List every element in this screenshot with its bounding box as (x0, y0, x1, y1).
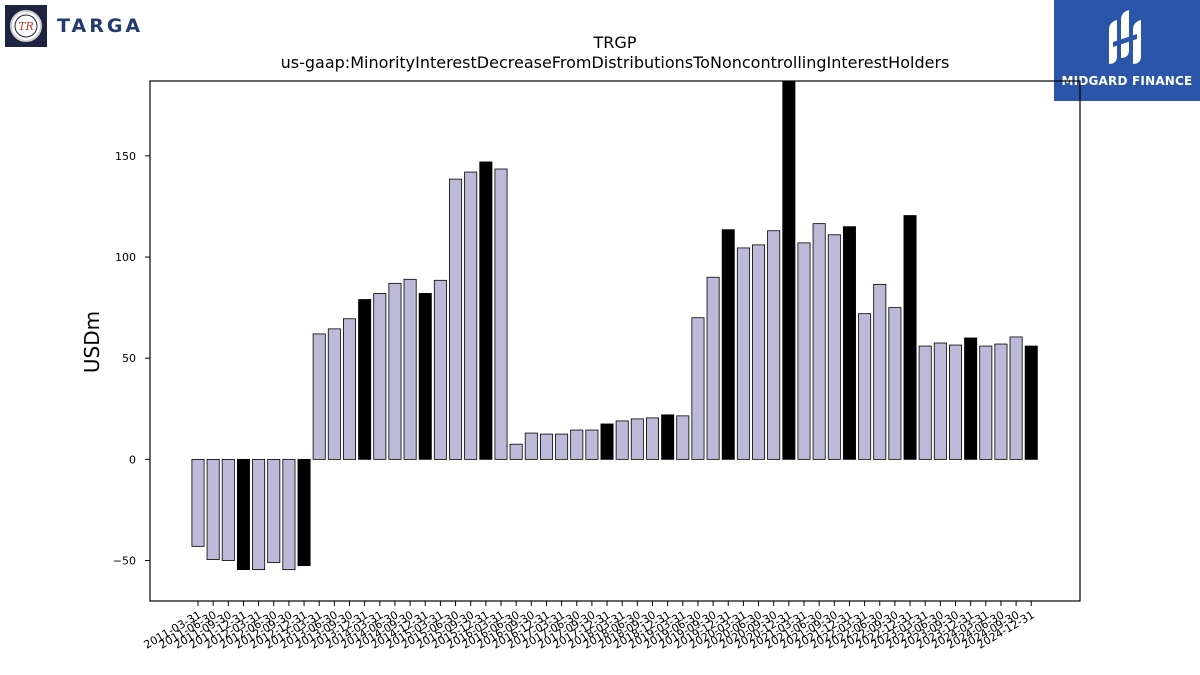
y-tick-label: 0 (129, 453, 136, 466)
bar-2017-12-31 (600, 423, 614, 460)
bar-2017-09-30 (585, 429, 599, 460)
y-axis-label: USDm (80, 311, 104, 373)
midgard-logo-text: MIDGARD FINANCE (1061, 74, 1193, 88)
bar-2020-03-31 (736, 247, 750, 460)
bar-2012-06-30 (267, 458, 281, 563)
bar-2014-06-30 (388, 282, 402, 460)
bar-2015-12-31 (479, 161, 493, 460)
bar-2018-09-30 (646, 417, 660, 460)
bars-group (191, 80, 1038, 571)
bar-2024-06-30 (994, 343, 1008, 460)
bar-2011-03-31 (191, 458, 205, 547)
chart-title: TRGP (593, 33, 637, 52)
midgard-emblem-icon (1103, 8, 1151, 72)
bar-2013-12-31 (358, 299, 372, 460)
bar-2019-03-31 (676, 415, 690, 460)
bar-2015-09-30 (464, 171, 478, 460)
bar-2015-03-31 (433, 279, 447, 460)
bar-2021-09-30 (827, 234, 841, 460)
bar-2012-03-31 (252, 458, 266, 571)
bar-2022-06-30 (873, 283, 887, 460)
bar-2016-12-31 (539, 433, 553, 460)
targa-logo-text: TARGA (57, 15, 144, 37)
bar-2022-09-30 (888, 307, 902, 460)
bar-2012-12-31 (297, 458, 311, 566)
bar-2017-06-30 (570, 429, 584, 460)
bar-2019-12-31 (721, 229, 735, 460)
y-tick-label: 150 (115, 150, 136, 163)
plot-frame (149, 80, 1081, 602)
bar-2023-12-31 (964, 337, 978, 460)
bar-2020-12-31 (782, 80, 796, 460)
y-tick-label: −50 (113, 555, 136, 568)
bar-2023-09-30 (949, 344, 963, 460)
bar-2022-03-31 (858, 313, 872, 460)
bar-2021-06-30 (812, 223, 826, 460)
bar-2024-03-31 (979, 345, 993, 460)
bar-2021-12-31 (842, 226, 856, 460)
bar-2015-06-30 (449, 178, 463, 460)
bar-2016-09-30 (524, 432, 538, 460)
bar-2019-06-30 (691, 317, 705, 460)
bar-2014-09-30 (403, 278, 417, 460)
y-tick-label: 100 (115, 251, 136, 264)
bar-2024-09-30 (1009, 336, 1023, 460)
bar-2014-12-31 (418, 293, 432, 460)
y-axis-ticks: −50 0 50 100 150 (113, 150, 150, 568)
bar-2013-09-30 (342, 318, 356, 460)
bar-2011-12-31 (236, 458, 250, 571)
bar-2017-03-31 (555, 433, 569, 460)
bar-2016-03-31 (494, 168, 508, 460)
y-tick-label: 50 (122, 352, 136, 365)
chart-subtitle: us-gaap:MinorityInterestDecreaseFromDist… (281, 53, 950, 72)
bar-2020-06-30 (752, 244, 766, 460)
bar-2012-09-30 (282, 458, 296, 571)
bar-2020-09-30 (767, 230, 781, 460)
svg-text:TR: TR (18, 20, 34, 33)
bar-2011-06-30 (206, 458, 220, 560)
bar-2011-09-30 (221, 458, 235, 561)
bar-2018-12-31 (661, 414, 675, 460)
bar-2019-09-30 (706, 276, 720, 460)
bar-2013-03-31 (312, 333, 326, 460)
bar-2023-06-30 (933, 342, 947, 460)
bar-2022-12-31 (903, 215, 917, 460)
bar-2014-03-31 (373, 293, 387, 460)
bar-2018-06-30 (630, 418, 644, 460)
bar-2016-06-30 (509, 443, 523, 460)
targa-logo: TR TARGA (5, 5, 143, 47)
bar-2018-03-31 (615, 420, 629, 460)
bar-2024-12-31 (1024, 345, 1038, 460)
bar-2023-03-31 (918, 345, 932, 460)
bar-2013-06-30 (327, 328, 341, 460)
bar-2021-03-31 (797, 242, 811, 460)
targa-logo-emblem-icon: TR (5, 5, 47, 47)
x-axis-ticks: 2011-03-312011-06-302011-09-302011-12-31… (142, 601, 1037, 652)
midgard-finance-logo: MIDGARD FINANCE (1054, 0, 1200, 101)
